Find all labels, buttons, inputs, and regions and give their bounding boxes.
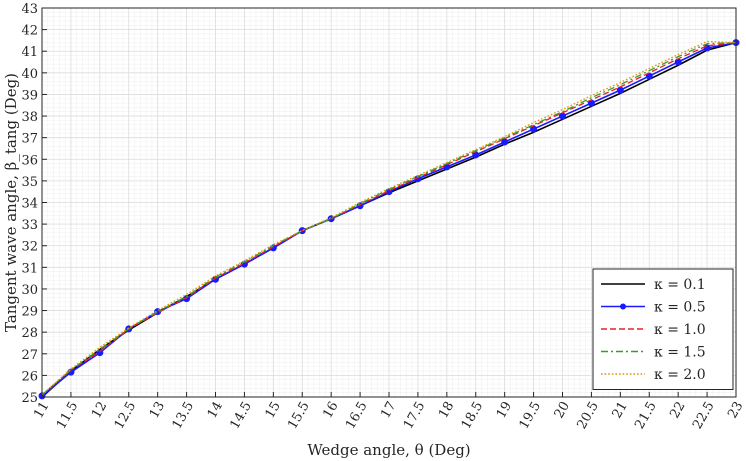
x-tick-label: 13.5 (170, 399, 197, 432)
series-layer (38, 39, 740, 400)
x-tick-label: 22 (667, 399, 688, 421)
y-tick-label: 39 (21, 88, 38, 103)
x-axis-label: Wedge angle, θ (Deg) (307, 441, 470, 459)
y-tick-label: 25 (21, 391, 38, 406)
legend: κ = 0.1 κ = 0.5 κ = 1.0 κ = 1.5 κ = 2.0 (592, 268, 734, 390)
y-tick-label: 37 (21, 132, 38, 147)
x-tick-label: 15 (263, 399, 284, 421)
major-grid (41, 7, 737, 398)
x-tick-label: 22.5 (690, 399, 717, 432)
x-tick-label: 23 (725, 399, 746, 421)
x-tick-label: 17 (378, 399, 399, 421)
x-axis: 11 11.5 12 12.5 13 13.5 14 14.5 15 15.5 16 16.5 17 17… (31, 392, 746, 432)
x-tick-label: 18 (436, 399, 457, 421)
series-line (41, 41, 737, 396)
y-axis: 25 26 27 28 29 30 31 32 33 34 35 36 37 38 39 40 41 42 43 (21, 2, 47, 406)
x-tick-label: 13 (147, 399, 168, 421)
x-tick-label: 15.5 (285, 399, 312, 432)
data-point (616, 86, 624, 94)
x-tick-label: 14 (205, 399, 226, 421)
x-tick-label: 11.5 (54, 399, 81, 432)
x-tick-label: 17.5 (401, 399, 428, 432)
y-tick-label: 30 (21, 283, 38, 298)
series-5 (41, 40, 737, 396)
y-tick-label: 34 (21, 197, 38, 212)
legend-label: κ = 0.5 (654, 300, 706, 316)
x-tick-label: 11 (31, 399, 52, 421)
y-tick-label: 31 (21, 261, 38, 276)
x-tick-label: 16.5 (343, 399, 370, 432)
y-tick-label: 38 (21, 110, 38, 125)
y-tick-label: 41 (21, 45, 38, 60)
data-point (674, 58, 682, 66)
legend-box (592, 268, 734, 390)
x-tick-label: 16 (320, 399, 341, 421)
data-point (559, 112, 566, 120)
x-tick-label: 18.5 (459, 399, 486, 432)
x-tick-label: 12 (89, 399, 110, 421)
y-tick-label: 36 (21, 153, 38, 168)
series-3 (41, 41, 737, 396)
y-tick-label: 33 (21, 218, 38, 233)
y-axis-label: Tangent wave angle, β_tang (Deg) (2, 73, 20, 332)
legend-label: κ = 0.1 (654, 277, 706, 293)
x-tick-label: 21.5 (632, 399, 659, 432)
legend-marker (620, 303, 626, 310)
x-tick-label: 20 (552, 399, 573, 421)
x-tick-label: 19 (494, 399, 515, 421)
y-tick-label: 43 (21, 2, 38, 17)
x-tick-label: 14.5 (227, 399, 254, 432)
y-tick-label: 28 (21, 326, 38, 341)
data-point (501, 138, 509, 146)
data-point (703, 44, 711, 52)
y-tick-label: 29 (21, 305, 38, 320)
x-tick-label: 20.5 (574, 399, 601, 432)
legend-label: κ = 1.0 (654, 322, 706, 338)
y-tick-label: 26 (21, 369, 38, 384)
y-tick-label: 35 (21, 175, 38, 190)
x-tick-label: 19.5 (517, 399, 544, 432)
y-tick-label: 27 (21, 348, 38, 363)
legend-label: κ = 1.5 (654, 345, 706, 361)
x-tick-label: 21 (610, 399, 631, 421)
series-line (41, 40, 737, 396)
y-tick-label: 32 (21, 240, 38, 255)
legend-label: κ = 2.0 (654, 367, 706, 383)
x-tick-label: 12.5 (112, 399, 139, 432)
y-tick-label: 40 (21, 67, 38, 82)
y-tick-label: 42 (21, 24, 38, 39)
